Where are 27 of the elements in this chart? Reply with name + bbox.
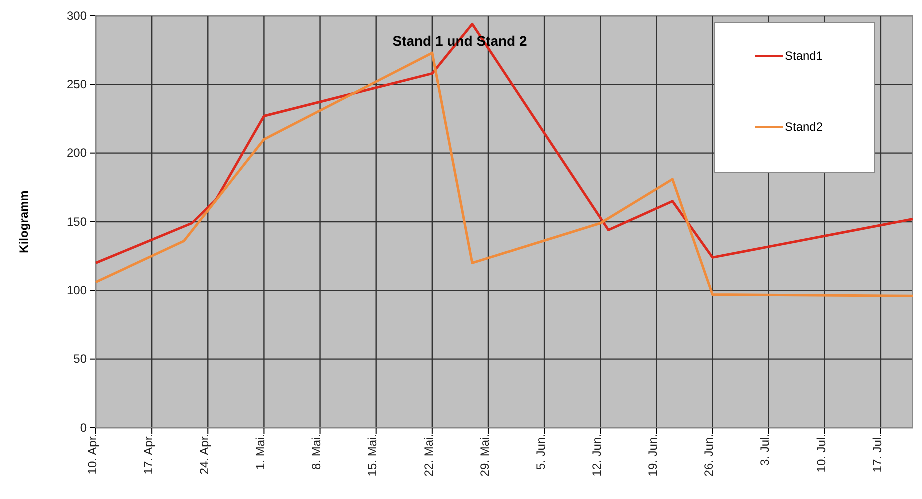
y-tick-label: 250 bbox=[66, 78, 88, 92]
y-tick-label: 200 bbox=[66, 146, 88, 160]
line-series bbox=[94, 52, 914, 298]
x-tick-label: 5. Jun. bbox=[534, 434, 548, 470]
x-tick-label: 10. Apr. bbox=[85, 434, 100, 475]
x-tick-label: 24. Apr. bbox=[198, 434, 212, 475]
y-tick-label: 0 bbox=[80, 420, 88, 435]
x-tick-label: 15. Mai. bbox=[366, 434, 380, 477]
y-tick-label: 100 bbox=[66, 284, 88, 298]
y-axis-title: Kilogramm bbox=[17, 190, 31, 254]
legend-label: Stand2 bbox=[785, 120, 824, 134]
x-tick-label: 1. Mai. bbox=[254, 434, 268, 470]
x-tick-label: 8. Mai. bbox=[310, 434, 324, 470]
x-tick-label: 10. Jul. bbox=[814, 434, 828, 473]
y-tick-label: 150 bbox=[66, 214, 88, 229]
x-tick-label: 17. Apr. bbox=[141, 434, 156, 475]
x-tick-label: 22. Mai. bbox=[422, 434, 436, 477]
x-tick-label: 26. Jun. bbox=[702, 434, 716, 477]
legend-label: Stand1 bbox=[785, 49, 824, 63]
line-series bbox=[94, 22, 914, 264]
x-tick-label: 17. Jul. bbox=[870, 434, 884, 473]
x-tick-label: 12. Jun. bbox=[590, 434, 604, 477]
y-tick-label: 50 bbox=[74, 352, 88, 366]
y-tick-label: 300 bbox=[66, 8, 88, 23]
x-tick-label: 29. Mai. bbox=[478, 434, 492, 477]
x-tick-label: 19. Jun. bbox=[646, 434, 660, 477]
x-tick-label: 3. Jul. bbox=[758, 434, 772, 466]
